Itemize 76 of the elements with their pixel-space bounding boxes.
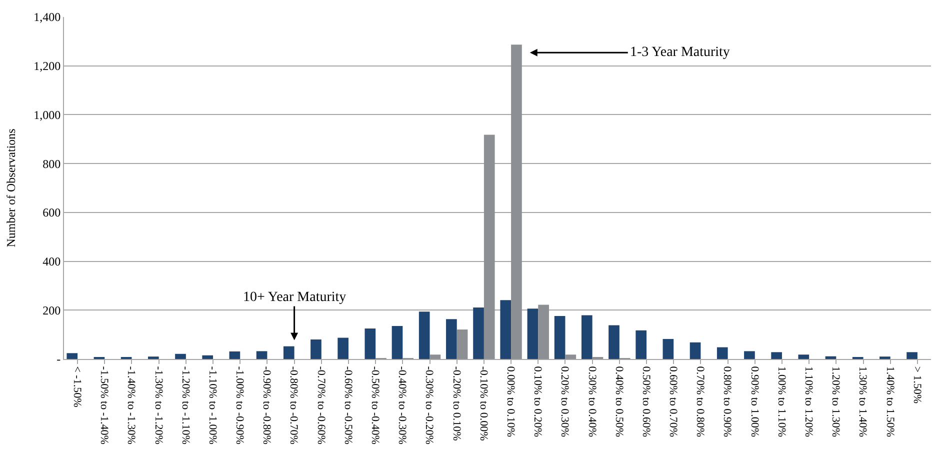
y-tick-label: 400 [42,254,61,268]
x-tick-label: 0.10% to 0.20% [532,366,544,438]
x-tick-label: -1.40% to -1.30% [125,366,138,444]
x-tick-label: 0.00% to 0.10% [504,366,516,438]
x-tick-label: -1.00% to -0.90% [234,366,246,444]
bar [456,329,468,359]
x-tick-label: -0.60% to -0.50% [342,366,354,444]
x-tick-label: -1.30% to -1.20% [152,366,164,444]
bar [256,351,268,359]
x-tick-label: -0.70% to -0.60% [314,366,327,444]
x-tick-label: 1.10% to 1.20% [802,366,815,438]
x-tick-label: < -1.50% [70,366,83,408]
x-tick-label: 0.70% to 0.80% [694,366,706,438]
x-tick-label: 1.30% to 1.40% [856,366,869,438]
bar [565,354,576,359]
bar [662,338,674,359]
x-tick-label: -0.50% to -0.40% [369,366,382,444]
y-tick-label: 1,400 [34,10,61,24]
bar [608,325,620,359]
y-axis-title: Number of Observations [4,128,18,248]
bar [338,338,348,359]
bar [229,351,240,359]
x-tick-label: 0.40% to 0.50% [612,366,625,438]
bar [430,354,441,359]
bar [636,330,647,359]
y-tick-label: - [56,352,61,366]
y-tick-label: 800 [42,156,61,171]
bar [364,328,376,359]
x-tick-label: 0.50% to 0.60% [640,366,652,438]
bar [798,354,810,359]
bar [906,352,918,359]
bar [202,355,214,359]
bar [771,352,782,359]
x-tick-label: 0.80% to 0.90% [721,366,734,438]
bar [527,308,538,359]
bar [825,356,836,359]
x-tick-label: -1.10% to -1.00% [206,366,218,444]
x-tick-label: 1.00% to 1.10% [775,366,788,438]
y-tick-label: 200 [42,303,61,318]
x-tick-label: 1.40% to 1.50% [884,366,896,438]
bar [538,304,549,359]
bar [418,312,430,359]
bar [175,354,186,359]
x-tick-label: -0.10% to 0.00% [477,366,490,441]
bar [310,339,322,359]
bar [690,342,701,359]
bar [554,316,566,359]
x-tick-label: 0.60% to 0.70% [667,366,680,438]
x-tick-label: 0.90% to 1.00% [748,366,760,438]
x-tick-label: -1.50% to -1.40% [98,366,110,444]
y-tick-label: 1,200 [34,59,61,74]
x-tick-label: -0.30% to -0.20% [423,366,436,444]
bar [581,315,592,359]
x-tick-label: -0.80% to -0.70% [288,366,300,444]
x-tick-label: -1.20% to -1.10% [179,366,192,444]
x-tick-label: > 1.50% [910,366,923,404]
bar [484,134,495,359]
annotation: 1-3 Year Maturity [630,45,730,60]
y-tick-label: 600 [42,206,61,220]
bar [511,44,522,359]
annotation: 10+ Year Maturity [243,290,346,305]
bar [716,347,728,359]
bar [392,326,403,359]
bar [500,300,512,359]
x-tick-label: -0.90% to -0.80% [260,366,273,444]
bar [473,307,484,359]
y-tick-label: 1,000 [34,108,61,122]
x-tick-label: 0.30% to 0.40% [586,366,598,438]
bar [744,351,755,359]
x-tick-label: 1.20% to 1.30% [830,366,842,438]
x-tick-label: -0.40% to -0.30% [396,366,408,444]
bar [446,319,457,359]
bar [66,353,78,359]
x-tick-label: 0.20% to 0.30% [558,366,571,438]
x-tick-label: -0.20% to 0.10% [450,366,462,441]
bar [283,346,294,359]
